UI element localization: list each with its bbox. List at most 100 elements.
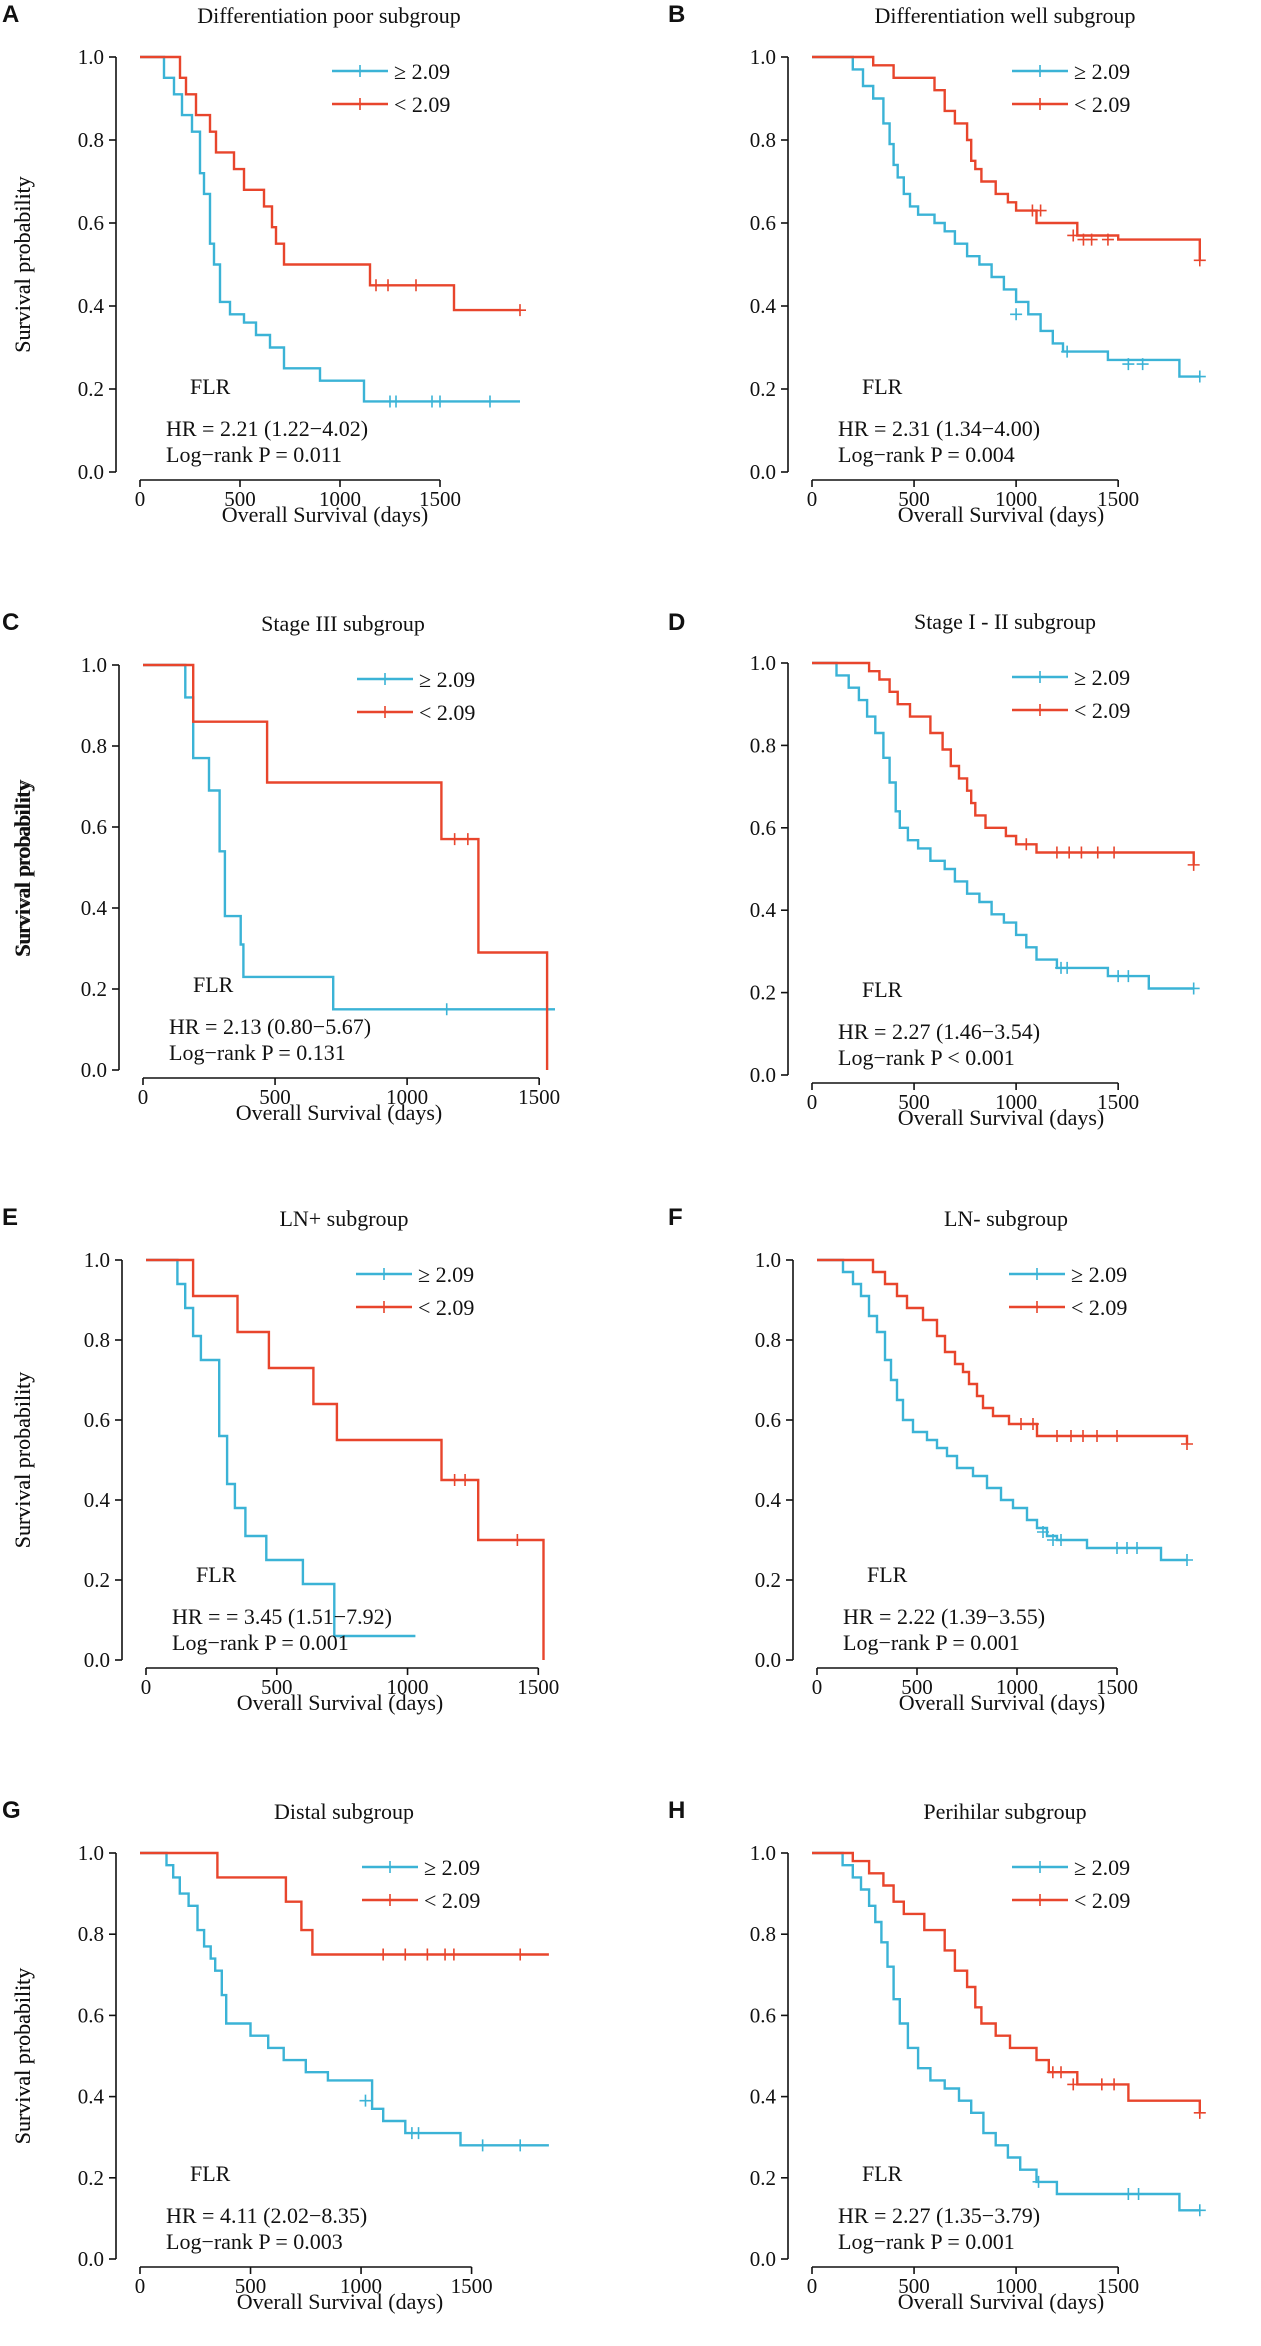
- x-tick-label: 1500: [1097, 487, 1139, 511]
- x-tick-label: 1500: [518, 1085, 560, 1109]
- y-axis-title: Survival probability: [10, 1968, 35, 2145]
- y-tick-label: 0.8: [750, 1922, 776, 1946]
- x-tick-label: 0: [807, 487, 818, 511]
- hazard-ratio-text: HR = 2.31 (1.34−4.00): [838, 416, 1040, 441]
- legend-label-high: ≥ 2.09: [418, 1262, 474, 1287]
- x-tick-label: 1000: [995, 2274, 1037, 2298]
- censor-mark-high: [1193, 2204, 1206, 2217]
- x-tick-label: 500: [901, 1675, 933, 1699]
- y-axis-title: Survival probability: [10, 176, 35, 353]
- censor-mark-low: [370, 279, 382, 292]
- score-label: FLR: [190, 2161, 231, 2186]
- censor-mark-low: [1091, 846, 1104, 859]
- legend-label-low: < 2.09: [1074, 92, 1130, 117]
- panel-letter: C: [2, 609, 19, 636]
- censor-mark-high: [412, 2127, 425, 2140]
- y-axis-title: Survival probability: [10, 779, 35, 956]
- y-tick-label: 1.0: [750, 1841, 776, 1865]
- y-tick-label: 0.4: [755, 1488, 782, 1512]
- log-rank-p-text: Log−rank P < 0.001: [838, 1045, 1015, 1070]
- x-tick-label: 500: [261, 1675, 293, 1699]
- km-curve-high: [812, 661, 1194, 990]
- censor-mark-low: [1063, 846, 1076, 859]
- y-axis-title: Survival probability: [10, 1372, 35, 1549]
- hazard-ratio-text: HR = 2.21 (1.22−4.02): [166, 416, 368, 441]
- censor-mark-low: [448, 833, 461, 846]
- censor-mark-low: [1027, 1418, 1039, 1430]
- censor-mark-low: [377, 1948, 390, 1961]
- log-rank-p-text: Log−rank P = 0.011: [166, 442, 342, 467]
- log-rank-p-text: Log−rank P = 0.003: [166, 2229, 343, 2254]
- x-tick-label: 0: [138, 1085, 149, 1109]
- censor-mark-high: [1037, 1526, 1049, 1538]
- y-tick-label: 0.2: [84, 1568, 110, 1592]
- hazard-ratio-text: HR = 2.27 (1.35−3.79): [838, 2203, 1040, 2228]
- hazard-ratio-text: HR = 2.27 (1.46−3.54): [838, 1019, 1040, 1044]
- censor-mark-low: [399, 1948, 412, 1961]
- censor-mark-high: [359, 2094, 372, 2107]
- y-tick-label: 0.2: [750, 981, 776, 1005]
- x-tick-label: 1500: [1097, 1090, 1139, 1114]
- x-tick-label: 0: [135, 2274, 146, 2298]
- km-curve-high: [812, 55, 1200, 378]
- x-tick-label: 1500: [517, 1675, 559, 1699]
- censor-mark-high: [1061, 961, 1074, 974]
- legend-label-low: < 2.09: [418, 1295, 474, 1320]
- km-curve-high: [812, 1851, 1200, 2212]
- y-tick-label: 0.2: [78, 377, 104, 401]
- legend-label-low: < 2.09: [1074, 1888, 1130, 1913]
- legend-label-low: < 2.09: [1074, 698, 1130, 723]
- censor-mark-high: [440, 1003, 453, 1016]
- km-curve-low: [140, 1851, 549, 1956]
- legend-label-low: < 2.09: [419, 700, 475, 725]
- score-label: FLR: [862, 2161, 903, 2186]
- panel-letter: F: [668, 1204, 683, 1231]
- legend-censor-low: [379, 706, 391, 718]
- y-tick-label: 1.0: [84, 1248, 110, 1272]
- censor-mark-low: [1034, 204, 1047, 217]
- panel-title: Differentiation poor subgroup: [197, 3, 461, 28]
- km-curve-low: [817, 1258, 1189, 1444]
- x-axis-title: Overall Survival (days): [898, 2289, 1105, 2314]
- panel-title: LN+ subgroup: [279, 1206, 408, 1231]
- censor-mark-low: [1065, 1430, 1077, 1442]
- panel-e: E LN+ subgroup 0.0 0.2 0.4 0.6 0.8 1.0 Survival …: [2, 1204, 559, 1715]
- y-tick-label: 0.4: [84, 1488, 111, 1512]
- x-tick-label: 1000: [319, 487, 361, 511]
- panel-c: C Stage III subgroup 0.0 0.2 0.4 0.6 0.8 1.0 Sur…: [2, 609, 560, 1125]
- censor-mark-low: [1077, 1430, 1089, 1442]
- y-tick-label: 0.2: [750, 377, 776, 401]
- panel-title: Distal subgroup: [274, 1799, 414, 1824]
- panel-title: Differentiation well subgroup: [874, 3, 1135, 28]
- censor-mark-high: [1122, 2188, 1135, 2201]
- x-tick-label: 1500: [1097, 2274, 1139, 2298]
- y-tick-label: 0.8: [78, 128, 104, 152]
- censor-mark-low: [514, 1948, 527, 1961]
- y-tick-label: 0.8: [84, 1328, 110, 1352]
- legend-censor-low: [1034, 704, 1046, 716]
- y-tick-label: 0.2: [750, 2166, 776, 2190]
- y-tick-label: 0.6: [750, 816, 776, 840]
- legend-label-high: ≥ 2.09: [1074, 1855, 1130, 1880]
- legend-label-high: ≥ 2.09: [1074, 665, 1130, 690]
- km-curve-low: [812, 661, 1195, 865]
- y-tick-label: 0.8: [755, 1328, 781, 1352]
- censor-mark-low: [1091, 1430, 1103, 1442]
- censor-mark-low: [1181, 1438, 1193, 1450]
- legend-censor-high: [379, 673, 391, 685]
- censor-mark-low: [1051, 1430, 1063, 1442]
- legend-censor-low: [378, 1301, 390, 1313]
- y-tick-label: 1.0: [78, 45, 104, 69]
- legend-censor-high: [384, 1861, 396, 1873]
- y-tick-label: 0.6: [750, 211, 776, 235]
- legend-label-low: < 2.09: [424, 1888, 480, 1913]
- legend-censor-low: [1034, 1894, 1046, 1906]
- score-label: FLR: [196, 1562, 237, 1587]
- x-axis-title: Overall Survival (days): [237, 1690, 444, 1715]
- score-label: FLR: [862, 374, 903, 399]
- legend-censor-high: [354, 65, 366, 77]
- y-tick-label: 0.0: [84, 1648, 110, 1672]
- censor-mark-high: [484, 395, 496, 408]
- censor-mark-low: [1015, 1418, 1027, 1430]
